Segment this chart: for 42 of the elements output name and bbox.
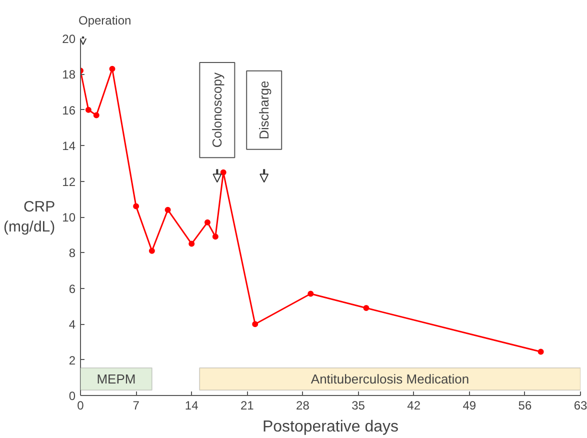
text: Operation	[78, 14, 132, 28]
x-tick-label: 7	[132, 398, 140, 412]
y-axis-title: CRP (mg/dL)	[3, 198, 56, 236]
point	[109, 66, 116, 72]
point	[252, 321, 258, 328]
point	[133, 203, 140, 210]
point	[204, 219, 210, 226]
band-label: Antituberculosis Medication	[310, 371, 470, 386]
y-tick-label: 6	[68, 282, 76, 296]
point	[363, 305, 370, 312]
point	[220, 169, 226, 176]
y-tick-label: 8	[68, 246, 76, 260]
y-tick-label: 20	[62, 32, 76, 46]
x-tick-label: 35	[352, 398, 366, 412]
y-tick-label: 16	[62, 103, 76, 118]
point	[85, 106, 92, 113]
x-axis-title: Postoperative days	[262, 418, 399, 436]
x-tick-label: 49	[462, 398, 476, 412]
point	[164, 206, 171, 213]
point	[308, 290, 314, 297]
x-tick-label: 0	[77, 398, 84, 412]
point	[188, 240, 195, 247]
annotation: Discharge	[256, 80, 272, 140]
y-tick-label: 18	[62, 68, 76, 82]
y-tick-label: 2	[68, 353, 76, 368]
x-tick-label: 14	[184, 398, 199, 412]
point	[212, 234, 218, 240]
x-tick-label: 28	[296, 398, 310, 412]
x-tick-label: 21	[240, 398, 254, 412]
x-tick-label: 63	[574, 398, 587, 412]
y-tick-label: 14	[62, 139, 76, 154]
point	[148, 248, 155, 254]
y-tick-label: 12	[62, 174, 76, 189]
y-tick-label: 10	[62, 210, 76, 224]
point	[538, 348, 544, 355]
annotation: Colonoscopy	[210, 72, 225, 148]
point	[93, 112, 100, 118]
y-tick-label: 0	[68, 389, 76, 403]
x-tick-label: 56	[518, 398, 532, 412]
y-tick-label: 4	[68, 318, 76, 332]
x-tick-label: 42	[407, 398, 421, 412]
band-label: MEPM	[96, 371, 136, 386]
